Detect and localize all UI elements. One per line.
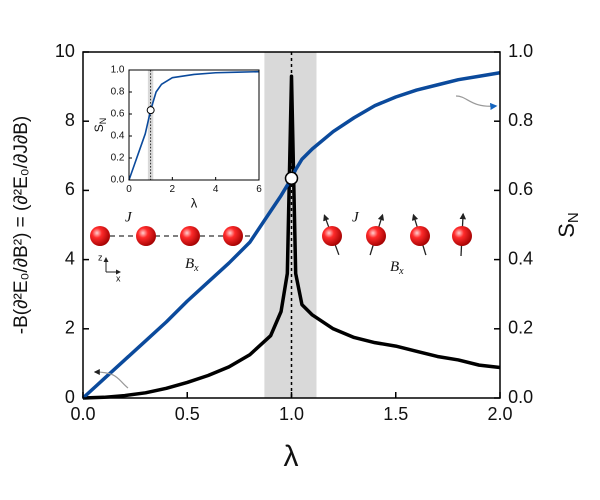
field-label-main: B bbox=[185, 256, 194, 272]
spin bbox=[136, 226, 156, 246]
spin bbox=[410, 226, 430, 246]
axis-pointer bbox=[455, 95, 498, 111]
spin bbox=[180, 226, 200, 246]
y2-tick-label: 0.8 bbox=[508, 110, 533, 130]
y2-axis-label-main: S bbox=[554, 223, 579, 238]
x-axis-label: λ bbox=[284, 440, 299, 473]
inset-y-label-sub: N bbox=[98, 118, 108, 125]
field-label-main: B bbox=[390, 259, 399, 275]
x-tick-label: 2 bbox=[170, 184, 176, 195]
x-tick-label: 0.0 bbox=[70, 404, 95, 424]
field-label: Bx bbox=[185, 256, 199, 274]
axis-glyph-label: x bbox=[116, 273, 121, 283]
plot-frame bbox=[128, 69, 260, 181]
x-tick-label: 4 bbox=[213, 184, 219, 195]
y-tick-label: 0.0 bbox=[111, 175, 125, 186]
plot-frame bbox=[82, 51, 501, 399]
y-tick-label: 0.6 bbox=[111, 109, 125, 120]
spin bbox=[322, 226, 342, 246]
critical-point bbox=[146, 106, 155, 115]
y-tick-label: 0.4 bbox=[111, 131, 125, 142]
y-tick-label: 0.2 bbox=[111, 153, 125, 164]
inset-x-label: λ bbox=[191, 195, 198, 210]
coupling-label: J bbox=[352, 209, 360, 225]
spin bbox=[366, 226, 386, 246]
x-tick-label: 1.5 bbox=[383, 404, 408, 424]
series-line bbox=[128, 70, 260, 181]
y2-tick-label: 1.0 bbox=[508, 41, 533, 61]
y2-axis-label-sub: N bbox=[565, 212, 582, 223]
y-tick-label: 2 bbox=[65, 318, 75, 338]
inset-y-label: SN bbox=[92, 118, 108, 133]
y-tick-label: 6 bbox=[65, 179, 75, 199]
spin bbox=[223, 226, 243, 246]
axis-pointer bbox=[93, 369, 129, 389]
x-tick-label: 0 bbox=[126, 184, 132, 195]
spin bbox=[452, 226, 472, 246]
x-tick-label: 1.0 bbox=[279, 404, 304, 424]
y2-axis-label: SN bbox=[554, 212, 582, 238]
field-label-sub: x bbox=[398, 266, 404, 277]
coupling-label: J bbox=[125, 209, 133, 225]
x-tick-label: 2.0 bbox=[487, 404, 512, 424]
x-tick-label: 0.5 bbox=[175, 404, 200, 424]
y-tick-label: 8 bbox=[65, 110, 75, 130]
inset-y-label-main: S bbox=[92, 124, 106, 132]
y-tick-label: 1.0 bbox=[111, 65, 125, 76]
y2-tick-label: 0.0 bbox=[508, 387, 533, 407]
spin bbox=[90, 226, 110, 246]
y-tick-label: 4 bbox=[65, 248, 75, 268]
field-label-sub: x bbox=[193, 263, 199, 274]
x-tick-label: 6 bbox=[256, 184, 262, 195]
y2-tick-label: 0.4 bbox=[508, 248, 533, 268]
y2-tick-label: 0.6 bbox=[508, 179, 533, 199]
series-line bbox=[82, 74, 501, 400]
y-tick-label: 0 bbox=[65, 387, 75, 407]
y-tick-label: 10 bbox=[55, 41, 75, 61]
y-tick-label: 0.8 bbox=[111, 87, 125, 98]
y2-tick-label: 0.2 bbox=[508, 318, 533, 338]
y-axis-label: -B(∂²E₀/∂B²) = (∂²E₀/∂J∂B) bbox=[11, 116, 32, 334]
field-label: Bx bbox=[390, 259, 404, 277]
axis-glyph-label: z bbox=[98, 252, 103, 262]
critical-point bbox=[284, 171, 299, 186]
